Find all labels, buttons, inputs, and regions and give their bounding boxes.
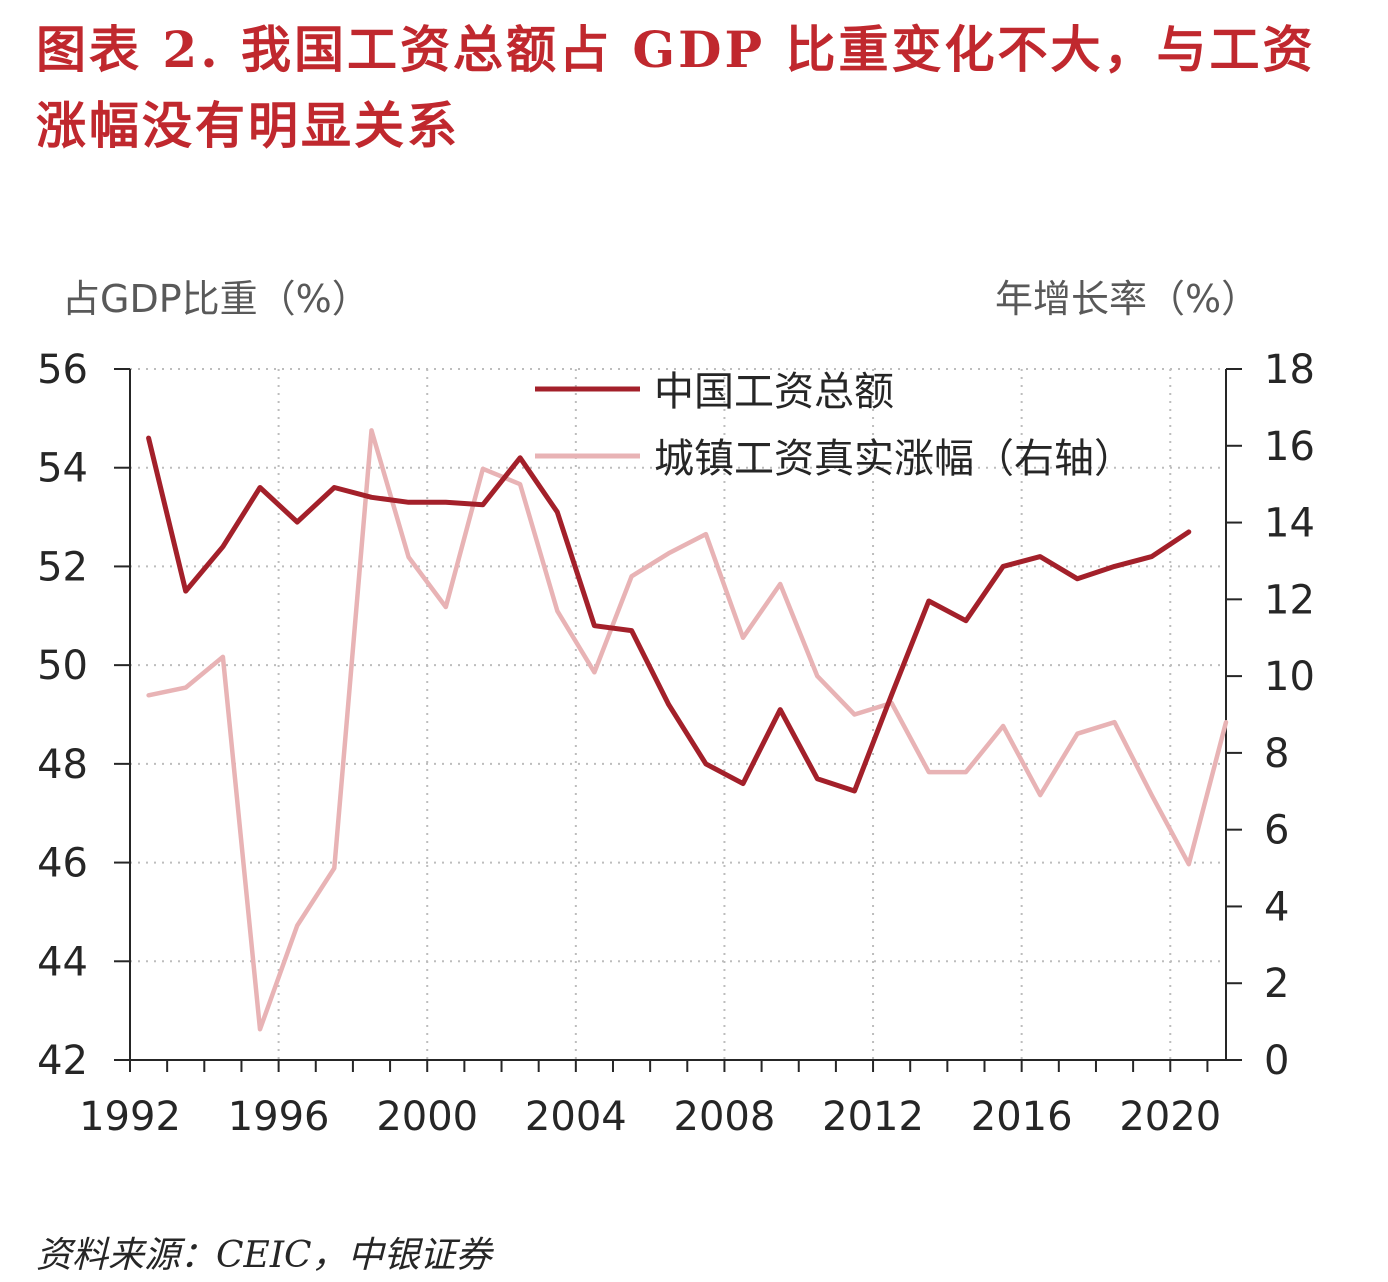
x-axis-tick-label: 2000 <box>376 1094 478 1140</box>
right-axis-tick-label: 6 <box>1264 808 1289 854</box>
left-axis-tick-label: 48 <box>37 742 88 788</box>
left-axis-tick-label: 42 <box>37 1038 88 1084</box>
x-axis-tick-label: 2016 <box>971 1094 1073 1140</box>
right-axis-tick-label: 12 <box>1264 577 1315 623</box>
right-axis-title: 年增长率（%） <box>995 277 1260 321</box>
grid-lines <box>129 368 1226 1060</box>
x-axis-tick-label: 2020 <box>1119 1094 1221 1140</box>
x-axis-tick-label: 1992 <box>79 1094 181 1140</box>
left-axis-tick-label: 44 <box>37 939 88 985</box>
x-axis-tick-label: 2012 <box>822 1094 924 1140</box>
legend: 中国工资总额 城镇工资真实涨幅（右轴） <box>535 369 1134 482</box>
right-axis-tick-label: 2 <box>1264 961 1289 1007</box>
source-note: 资料来源：CEIC，中银证券 <box>36 1235 492 1276</box>
right-axis-tick-label: 16 <box>1264 424 1315 470</box>
x-axis-tick-label: 2008 <box>674 1094 776 1140</box>
right-axis-tick-label: 10 <box>1264 654 1315 700</box>
left-axis-tick-label: 56 <box>37 347 88 393</box>
left-axis-title: 占GDP比重（%） <box>62 277 370 321</box>
legend-label-secondary: 城镇工资真实涨幅（右轴） <box>654 436 1134 482</box>
left-axis-tick-label: 52 <box>37 544 88 590</box>
left-axis-tick-label: 54 <box>37 446 88 492</box>
right-axis-tick-label: 0 <box>1264 1038 1289 1084</box>
series-line-real-wage-growth <box>146 428 1229 1032</box>
x-axis-tick-label: 1996 <box>228 1094 330 1140</box>
series-layer <box>146 428 1229 1032</box>
legend-label-main: 中国工资总额 <box>654 369 894 415</box>
right-axis-tick-label: 18 <box>1264 347 1315 393</box>
right-axis-tick-label: 14 <box>1264 501 1315 547</box>
x-axis-tick-label: 2004 <box>525 1094 627 1140</box>
right-axis-tick-label: 8 <box>1264 731 1289 777</box>
left-axis-tick-label: 50 <box>37 643 88 689</box>
left-axis-tick-label: 46 <box>37 841 88 887</box>
series-line-wage-total <box>146 435 1192 794</box>
right-axis-tick-label: 4 <box>1264 884 1289 930</box>
chart-title: 图表 2. 我国工资总额占 GDP 比重变化不大，与工资涨幅没有明显关系 <box>36 20 1316 155</box>
